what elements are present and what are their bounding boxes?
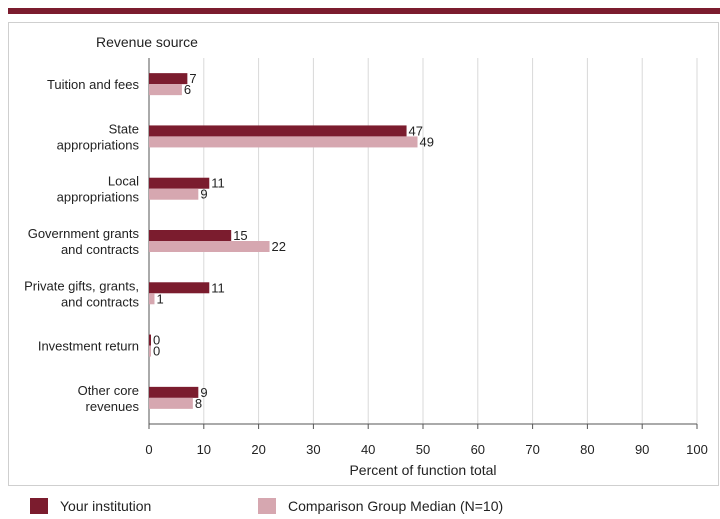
category-label-4-0: Private gifts, grants, (24, 278, 139, 293)
bar-s1-6 (149, 397, 193, 409)
category-label-3-0: Government grants (28, 226, 140, 241)
data-label-s1-0: 6 (184, 82, 191, 97)
x-tick-label-0: 0 (145, 442, 152, 457)
legend-item-comparison-group: Comparison Group Median (N=10) (258, 496, 503, 516)
legend-item-your-institution: Your institution (30, 496, 151, 516)
chart-frame (8, 22, 719, 486)
data-label-s0-2: 11 (211, 176, 225, 191)
category-label-1-1: appropriations (57, 137, 140, 152)
category-label-3-1: and contracts (61, 242, 140, 257)
top-accent-bar (8, 8, 720, 14)
bar-s1-0 (149, 84, 182, 96)
bar-s1-5 (149, 345, 151, 357)
data-label-s0-0: 7 (189, 71, 196, 86)
x-axis-label: Percent of function total (349, 462, 496, 478)
x-tick-label-60: 60 (471, 442, 485, 457)
data-label-s0-4: 11 (211, 280, 225, 295)
category-label-0-0: Tuition and fees (47, 77, 140, 92)
bar-s0-5 (149, 334, 151, 346)
x-tick-label-80: 80 (580, 442, 594, 457)
category-label-2-1: appropriations (57, 190, 140, 205)
bar-s0-4 (149, 282, 210, 294)
x-tick-label-90: 90 (635, 442, 649, 457)
data-label-s1-3: 22 (272, 239, 286, 254)
data-label-s1-6: 8 (195, 396, 202, 411)
x-tick-label-10: 10 (197, 442, 211, 457)
bar-s0-6 (149, 386, 199, 398)
bar-s0-3 (149, 230, 232, 241)
bar-s0-0 (149, 73, 188, 85)
category-label-5-0: Investment return (38, 339, 139, 354)
x-tick-label-70: 70 (525, 442, 539, 457)
data-label-s0-6: 9 (200, 385, 207, 400)
x-tick-label-30: 30 (306, 442, 320, 457)
bar-s0-1 (149, 125, 407, 137)
category-label-1-0: State (109, 121, 139, 136)
bar-s0-2 (149, 177, 210, 189)
legend-label-your-institution: Your institution (60, 498, 152, 514)
category-label-2-0: Local (108, 174, 139, 189)
data-label-s1-2: 9 (200, 187, 207, 202)
x-tick-label-40: 40 (361, 442, 375, 457)
legend-label-comparison-group: Comparison Group Median (N=10) (288, 498, 504, 514)
data-label-s1-5: 0 (153, 344, 160, 359)
bar-s1-2 (149, 188, 199, 200)
category-label-6-0: Other core (78, 383, 139, 398)
data-label-s0-3: 15 (233, 228, 247, 243)
data-label-s0-1: 47 (409, 123, 423, 138)
legend-swatch-your-institution (30, 498, 48, 514)
x-tick-label-50: 50 (416, 442, 430, 457)
bar-s1-4 (149, 293, 155, 305)
x-tick-label-20: 20 (251, 442, 265, 457)
bar-s1-1 (149, 136, 418, 148)
data-label-s0-5: 0 (153, 333, 160, 348)
legend-swatch-comparison-group (258, 498, 276, 514)
chart-title: Revenue source (96, 34, 198, 50)
category-label-6-1: revenues (86, 399, 140, 414)
data-label-s1-4: 1 (156, 291, 163, 306)
data-label-s1-1: 49 (420, 134, 434, 149)
category-label-4-1: and contracts (61, 294, 140, 309)
bar-s1-3 (149, 241, 270, 252)
x-tick-label-100: 100 (686, 442, 708, 457)
